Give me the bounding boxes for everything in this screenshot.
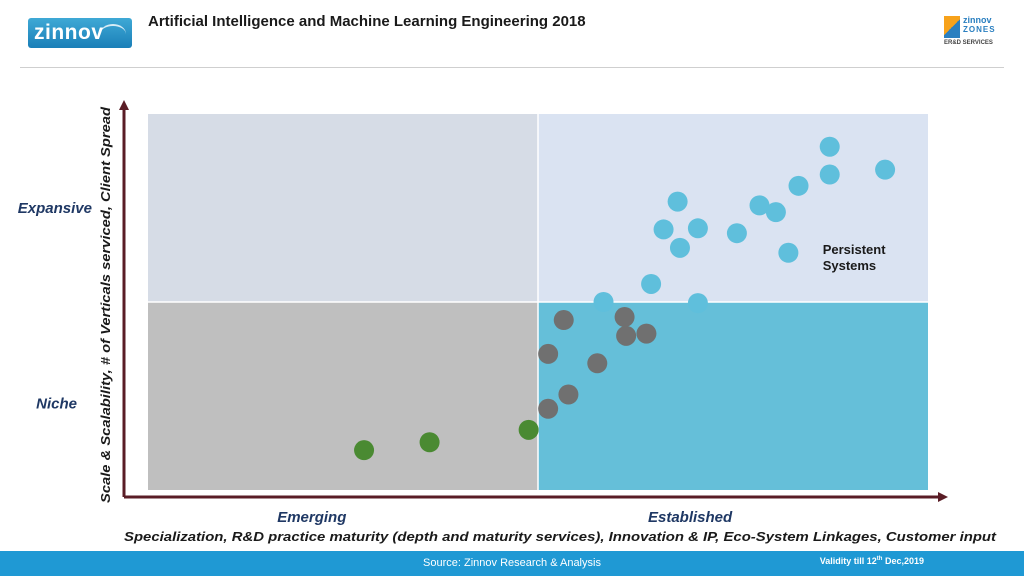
data-point-gray xyxy=(587,353,608,374)
quadrant-top-left xyxy=(148,114,538,302)
data-point-green xyxy=(419,432,440,453)
zinnov-logo-text: zinnov xyxy=(34,21,104,44)
validity-suffix: Dec,2019 xyxy=(882,556,924,566)
data-point-gray xyxy=(538,343,559,364)
data-points xyxy=(354,136,896,461)
data-point-blue xyxy=(687,218,708,239)
header-divider xyxy=(20,67,1004,68)
page-title: Artificial Intelligence and Machine Lear… xyxy=(148,13,586,30)
y-axis-arrow-icon xyxy=(119,100,129,110)
header: zinnov Artificial Intelligence and Machi… xyxy=(0,0,1024,68)
logo-swoosh-icon xyxy=(100,24,126,44)
data-point-gray xyxy=(636,323,657,344)
data-point-blue xyxy=(667,191,688,212)
quadrant-bottom-right xyxy=(538,302,928,490)
data-point-blue xyxy=(788,175,809,196)
data-point-gray xyxy=(614,307,635,328)
data-point-blue xyxy=(819,164,840,185)
y-quadrant-label-expansive: Expansive xyxy=(18,200,92,217)
data-point-blue xyxy=(726,223,747,244)
y-axis-label: Scale & Scalability, # of Verticals serv… xyxy=(98,106,113,503)
data-point-blue xyxy=(819,136,840,157)
data-point-green xyxy=(518,419,539,440)
data-point-blue xyxy=(653,219,674,240)
zones-logo-line3: ER&D SERVICES xyxy=(944,40,993,46)
source-note: Source: Zinnov Research & Analysis xyxy=(423,557,601,569)
zinnov-logo[interactable]: zinnov xyxy=(28,18,132,48)
annotation-label: Persistent xyxy=(823,242,887,257)
zinnov-zones-logo: zinnov ZONES ER&D SERVICES xyxy=(944,14,1006,50)
data-point-green xyxy=(354,440,375,461)
validity-sup: th xyxy=(876,556,883,562)
data-point-blue xyxy=(765,202,786,223)
quadrant-top-right xyxy=(538,114,928,302)
x-axis-arrow-icon xyxy=(938,492,948,502)
footer-bar: Source: Zinnov Research & Analysis Valid… xyxy=(0,551,1024,576)
data-point-blue xyxy=(875,159,896,180)
data-point-gray xyxy=(616,325,637,346)
data-point-blue xyxy=(778,242,799,263)
data-point-blue xyxy=(593,292,614,312)
data-point-blue xyxy=(749,195,770,216)
validity-prefix: Validity till 12 xyxy=(819,556,877,566)
data-point-blue xyxy=(669,237,690,258)
y-quadrant-label-niche: Niche xyxy=(36,396,77,413)
quadrant-bottom-left xyxy=(148,302,538,490)
data-point-gray xyxy=(538,398,559,419)
data-point-blue xyxy=(641,273,662,294)
x-axis-label: Specialization, R&D practice maturity (d… xyxy=(124,529,997,544)
data-point-gray xyxy=(558,384,579,405)
data-point-blue xyxy=(687,293,708,314)
zones-logo-line1: zinnov xyxy=(963,15,992,25)
x-quadrant-label-established: Established xyxy=(648,509,733,526)
zones-logo-line2: ZONES xyxy=(963,25,996,34)
annotation-label: Systems xyxy=(823,258,876,273)
validity-note: Validity till 12th Dec,2019 xyxy=(820,556,924,566)
x-quadrant-label-emerging: Emerging xyxy=(277,509,346,526)
zones-mark-icon xyxy=(944,16,960,38)
data-point-gray xyxy=(553,310,574,331)
